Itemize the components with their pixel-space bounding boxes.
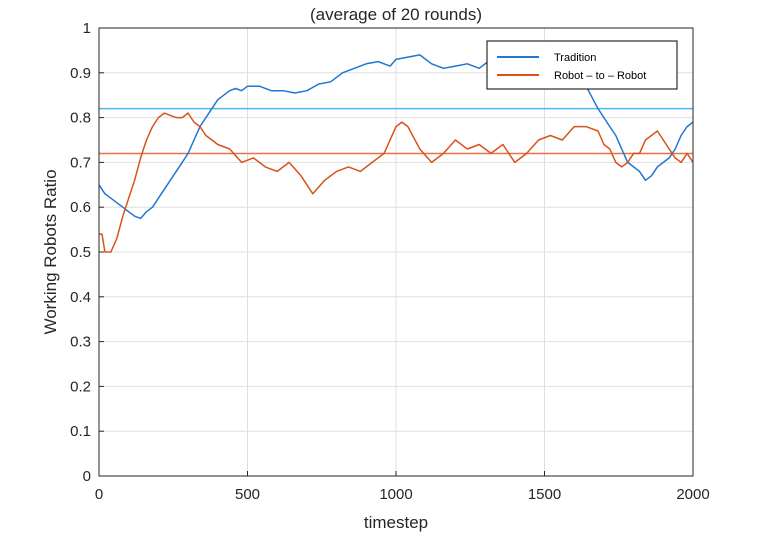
legend-box [486, 40, 678, 90]
y-tick-label: 0.9 [70, 65, 91, 82]
legend-label-robot-to-robot: Robot – to – Robot [554, 70, 646, 82]
x-tick-label: 1000 [379, 486, 412, 503]
series-line-0 [98, 49, 694, 220]
y-tick-label: 0.5 [70, 244, 91, 261]
legend: Tradition Robot – to – Robot [486, 40, 678, 90]
y-tick-label: 0.6 [70, 199, 91, 216]
x-tick-label: 500 [235, 486, 260, 503]
y-tick-label: 0.2 [70, 378, 91, 395]
series-lines [98, 49, 694, 253]
x-axis-label: timestep [364, 513, 428, 532]
y-tick-label: 0.4 [70, 289, 91, 306]
legend-label-tradition: Tradition [554, 52, 596, 64]
x-tick-label: 2000 [676, 486, 709, 503]
series-line-1 [99, 112, 694, 253]
y-axis-label: Working Robots Ratio [41, 169, 60, 334]
y-tick-label: 1 [83, 20, 91, 37]
x-tick-label: 0 [95, 486, 103, 503]
y-tick-label: 0.1 [70, 423, 91, 440]
grid-lines [98, 27, 694, 477]
x-tick-label: 1500 [528, 486, 561, 503]
y-tick-label: 0.8 [70, 110, 91, 127]
chart-title: (average of 20 rounds) [310, 5, 482, 24]
y-tick-label: 0.7 [70, 154, 91, 171]
y-tick-label: 0.3 [70, 334, 91, 351]
reference-lines [99, 107, 693, 155]
x-tick-labels: 0 500 1000 1500 2000 [95, 486, 710, 503]
y-tick-label: 0 [83, 468, 91, 485]
axis-ticks [98, 27, 694, 477]
y-tick-labels: 0 0.1 0.2 0.3 0.4 0.5 0.6 0.7 0.8 0.9 1 [70, 20, 91, 485]
